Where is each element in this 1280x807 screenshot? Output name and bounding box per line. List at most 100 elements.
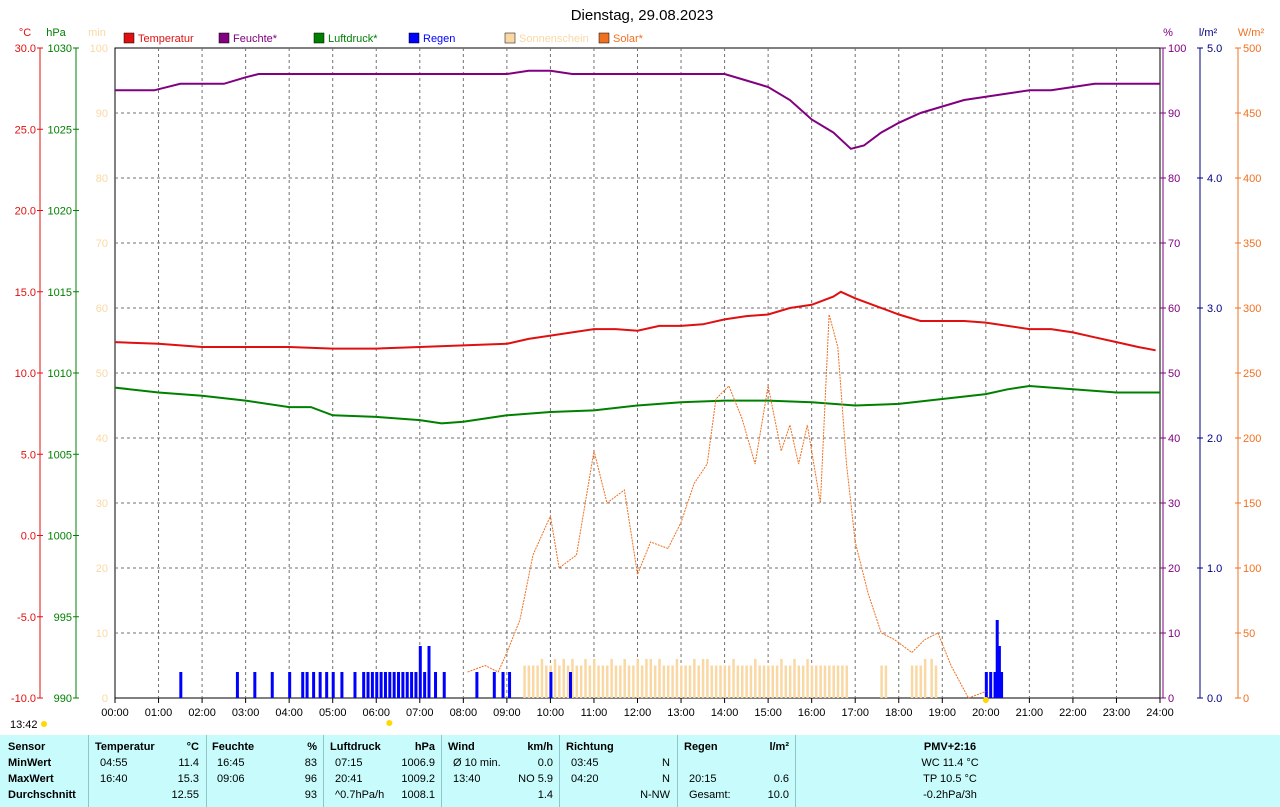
rain-bar bbox=[423, 672, 427, 698]
solar-tick-label: 350 bbox=[1243, 238, 1261, 250]
rain-bar bbox=[434, 672, 438, 698]
x-tick-label: 16:00 bbox=[798, 707, 826, 719]
temperature-avg: 12.55 bbox=[171, 789, 199, 801]
rain-bar bbox=[318, 672, 322, 698]
x-tick-label: 22:00 bbox=[1059, 707, 1087, 719]
pressure-min_time: 07:15 bbox=[335, 757, 363, 769]
sunshine-unit-label: min bbox=[88, 27, 106, 39]
temperature-min_time: 04:55 bbox=[100, 757, 128, 769]
sunshine-bar bbox=[841, 665, 844, 698]
x-tick-label: 21:00 bbox=[1016, 707, 1044, 719]
x-tick-label: 23:00 bbox=[1103, 707, 1131, 719]
sunshine-bar bbox=[823, 665, 827, 698]
rain-bar bbox=[331, 672, 335, 698]
rain-bar bbox=[379, 672, 383, 698]
humidity-tick-label: 50 bbox=[1168, 368, 1180, 380]
rain-bar bbox=[995, 620, 999, 698]
direction-max: N bbox=[662, 773, 670, 785]
sunshine-bar bbox=[784, 665, 788, 698]
temperature-tick-label: 15.0 bbox=[15, 287, 36, 299]
pressure-row-2: 20:41 1009.2 bbox=[330, 771, 435, 787]
humidity-min_time: 16:45 bbox=[217, 757, 245, 769]
wind-unit: km/h bbox=[527, 741, 553, 753]
x-tick-label: 00:00 bbox=[101, 707, 129, 719]
solar-tick-label: 300 bbox=[1243, 303, 1261, 315]
solar-tick-label: 450 bbox=[1243, 108, 1261, 120]
pressure-tick-label: 995 bbox=[54, 612, 72, 624]
temperature-row-2: 16:40 15.3 bbox=[95, 771, 199, 787]
pressure-tick-label: 1015 bbox=[48, 287, 72, 299]
sunshine-bar bbox=[640, 665, 644, 698]
sunshine-bar bbox=[571, 659, 574, 698]
pressure-tick-label: 1025 bbox=[48, 124, 72, 136]
sunshine-bar bbox=[762, 665, 766, 698]
sunshine-bar bbox=[934, 665, 938, 698]
pressure-tick-label: 1010 bbox=[48, 368, 72, 380]
sunshine-bar bbox=[566, 665, 570, 698]
pressure-avg_time: ^0.7hPa/h bbox=[335, 789, 385, 801]
pressure-head: Luftdruck bbox=[330, 741, 381, 753]
pressure-unit-label: hPa bbox=[46, 27, 66, 39]
rain-avg_time: Gesamt: bbox=[689, 789, 731, 801]
solar-tick-label: 250 bbox=[1243, 368, 1261, 380]
sunshine-bar bbox=[666, 665, 670, 698]
rain-bar bbox=[993, 672, 997, 698]
temperature-max: 15.3 bbox=[177, 773, 199, 785]
sunshine-bar bbox=[649, 659, 653, 698]
sunshine-tick-label: 20 bbox=[96, 563, 108, 575]
weather-chart: 00:00 01:00 02:00 03:00 04:00 05:00 06:00 07:00… bbox=[10, 7, 1264, 731]
statistics-table: Sensor MinWert MaxWert Durchschnitt Temp… bbox=[0, 735, 1280, 807]
pressure-tick-label: 1000 bbox=[48, 531, 72, 543]
sunshine-tick-label: 90 bbox=[96, 108, 108, 120]
humidity-column: Feuchte% 16:45 83 09:06 96 93 bbox=[212, 739, 317, 805]
sunshine-bar bbox=[736, 665, 740, 698]
rain-bars bbox=[179, 620, 1004, 698]
temperature-max_time: 16:40 bbox=[100, 773, 128, 785]
temperature-tick-label: 20.0 bbox=[15, 206, 36, 218]
x-tick-label: 19:00 bbox=[929, 707, 957, 719]
temperature-row-0: Temperatur °C bbox=[95, 739, 199, 755]
x-tick-label: 24:00 bbox=[1146, 707, 1174, 719]
temperature-column: Temperatur °C 04:55 11.4 16:40 15.3 12.55 bbox=[95, 739, 199, 805]
sunshine-bar bbox=[592, 659, 596, 698]
rain-bar bbox=[325, 672, 329, 698]
current-time-label: 13:42 bbox=[10, 719, 38, 731]
sunshine-bar bbox=[745, 665, 748, 698]
sunshine-bar bbox=[675, 659, 679, 698]
sunshine-bar bbox=[662, 665, 666, 698]
humidity-tick-label: 70 bbox=[1168, 238, 1180, 250]
direction-column: Richtung 03:45 N 04:20 N N-NW bbox=[566, 739, 670, 805]
pmv-pressure-trend: -0.2hPa/3h bbox=[923, 789, 977, 801]
x-tick-label: 02:00 bbox=[188, 707, 216, 719]
sunshine-bar bbox=[610, 659, 613, 698]
rain-bar bbox=[397, 672, 401, 698]
sunrise-marker-icon bbox=[386, 720, 393, 726]
sensor-column: Sensor MinWert MaxWert Durchschnitt bbox=[8, 739, 88, 805]
divider bbox=[441, 735, 442, 807]
temperature-tick-label: -10.0 bbox=[11, 693, 36, 705]
sunshine-bar bbox=[884, 665, 888, 698]
sunshine-bar bbox=[701, 659, 705, 698]
rain-bar bbox=[442, 672, 446, 698]
pmv-column: PMV+2:16 WC 11.4 °C TP 10.5 °C -0.2hPa/3… bbox=[800, 739, 1100, 805]
rain-bar bbox=[301, 672, 305, 698]
humidity-max: 96 bbox=[304, 773, 317, 785]
sun-marker-icon bbox=[41, 721, 47, 727]
rain-tick-label: 2.0 bbox=[1207, 433, 1222, 445]
direction-row-2: 04:20 N bbox=[566, 771, 670, 787]
sunshine-tick-label: 10 bbox=[96, 628, 108, 640]
sunshine-bar bbox=[710, 665, 714, 698]
humidity-max_time: 09:06 bbox=[217, 773, 245, 785]
divider bbox=[677, 735, 678, 807]
x-tick-label: 05:00 bbox=[319, 707, 347, 719]
x-tick-label: 17:00 bbox=[841, 707, 869, 719]
temperature-tick-label: 30.0 bbox=[15, 43, 36, 55]
rain-bar bbox=[501, 672, 505, 698]
pressure-min: 1006.9 bbox=[401, 757, 435, 769]
temperature-row-1: 04:55 11.4 bbox=[95, 755, 199, 771]
sunshine-bar bbox=[923, 659, 927, 698]
sunshine-tick-label: 70 bbox=[96, 238, 108, 250]
series-line-luftdruck bbox=[114, 384, 1160, 425]
pressure-avg: 1008.1 bbox=[401, 789, 435, 801]
divider bbox=[323, 735, 324, 807]
